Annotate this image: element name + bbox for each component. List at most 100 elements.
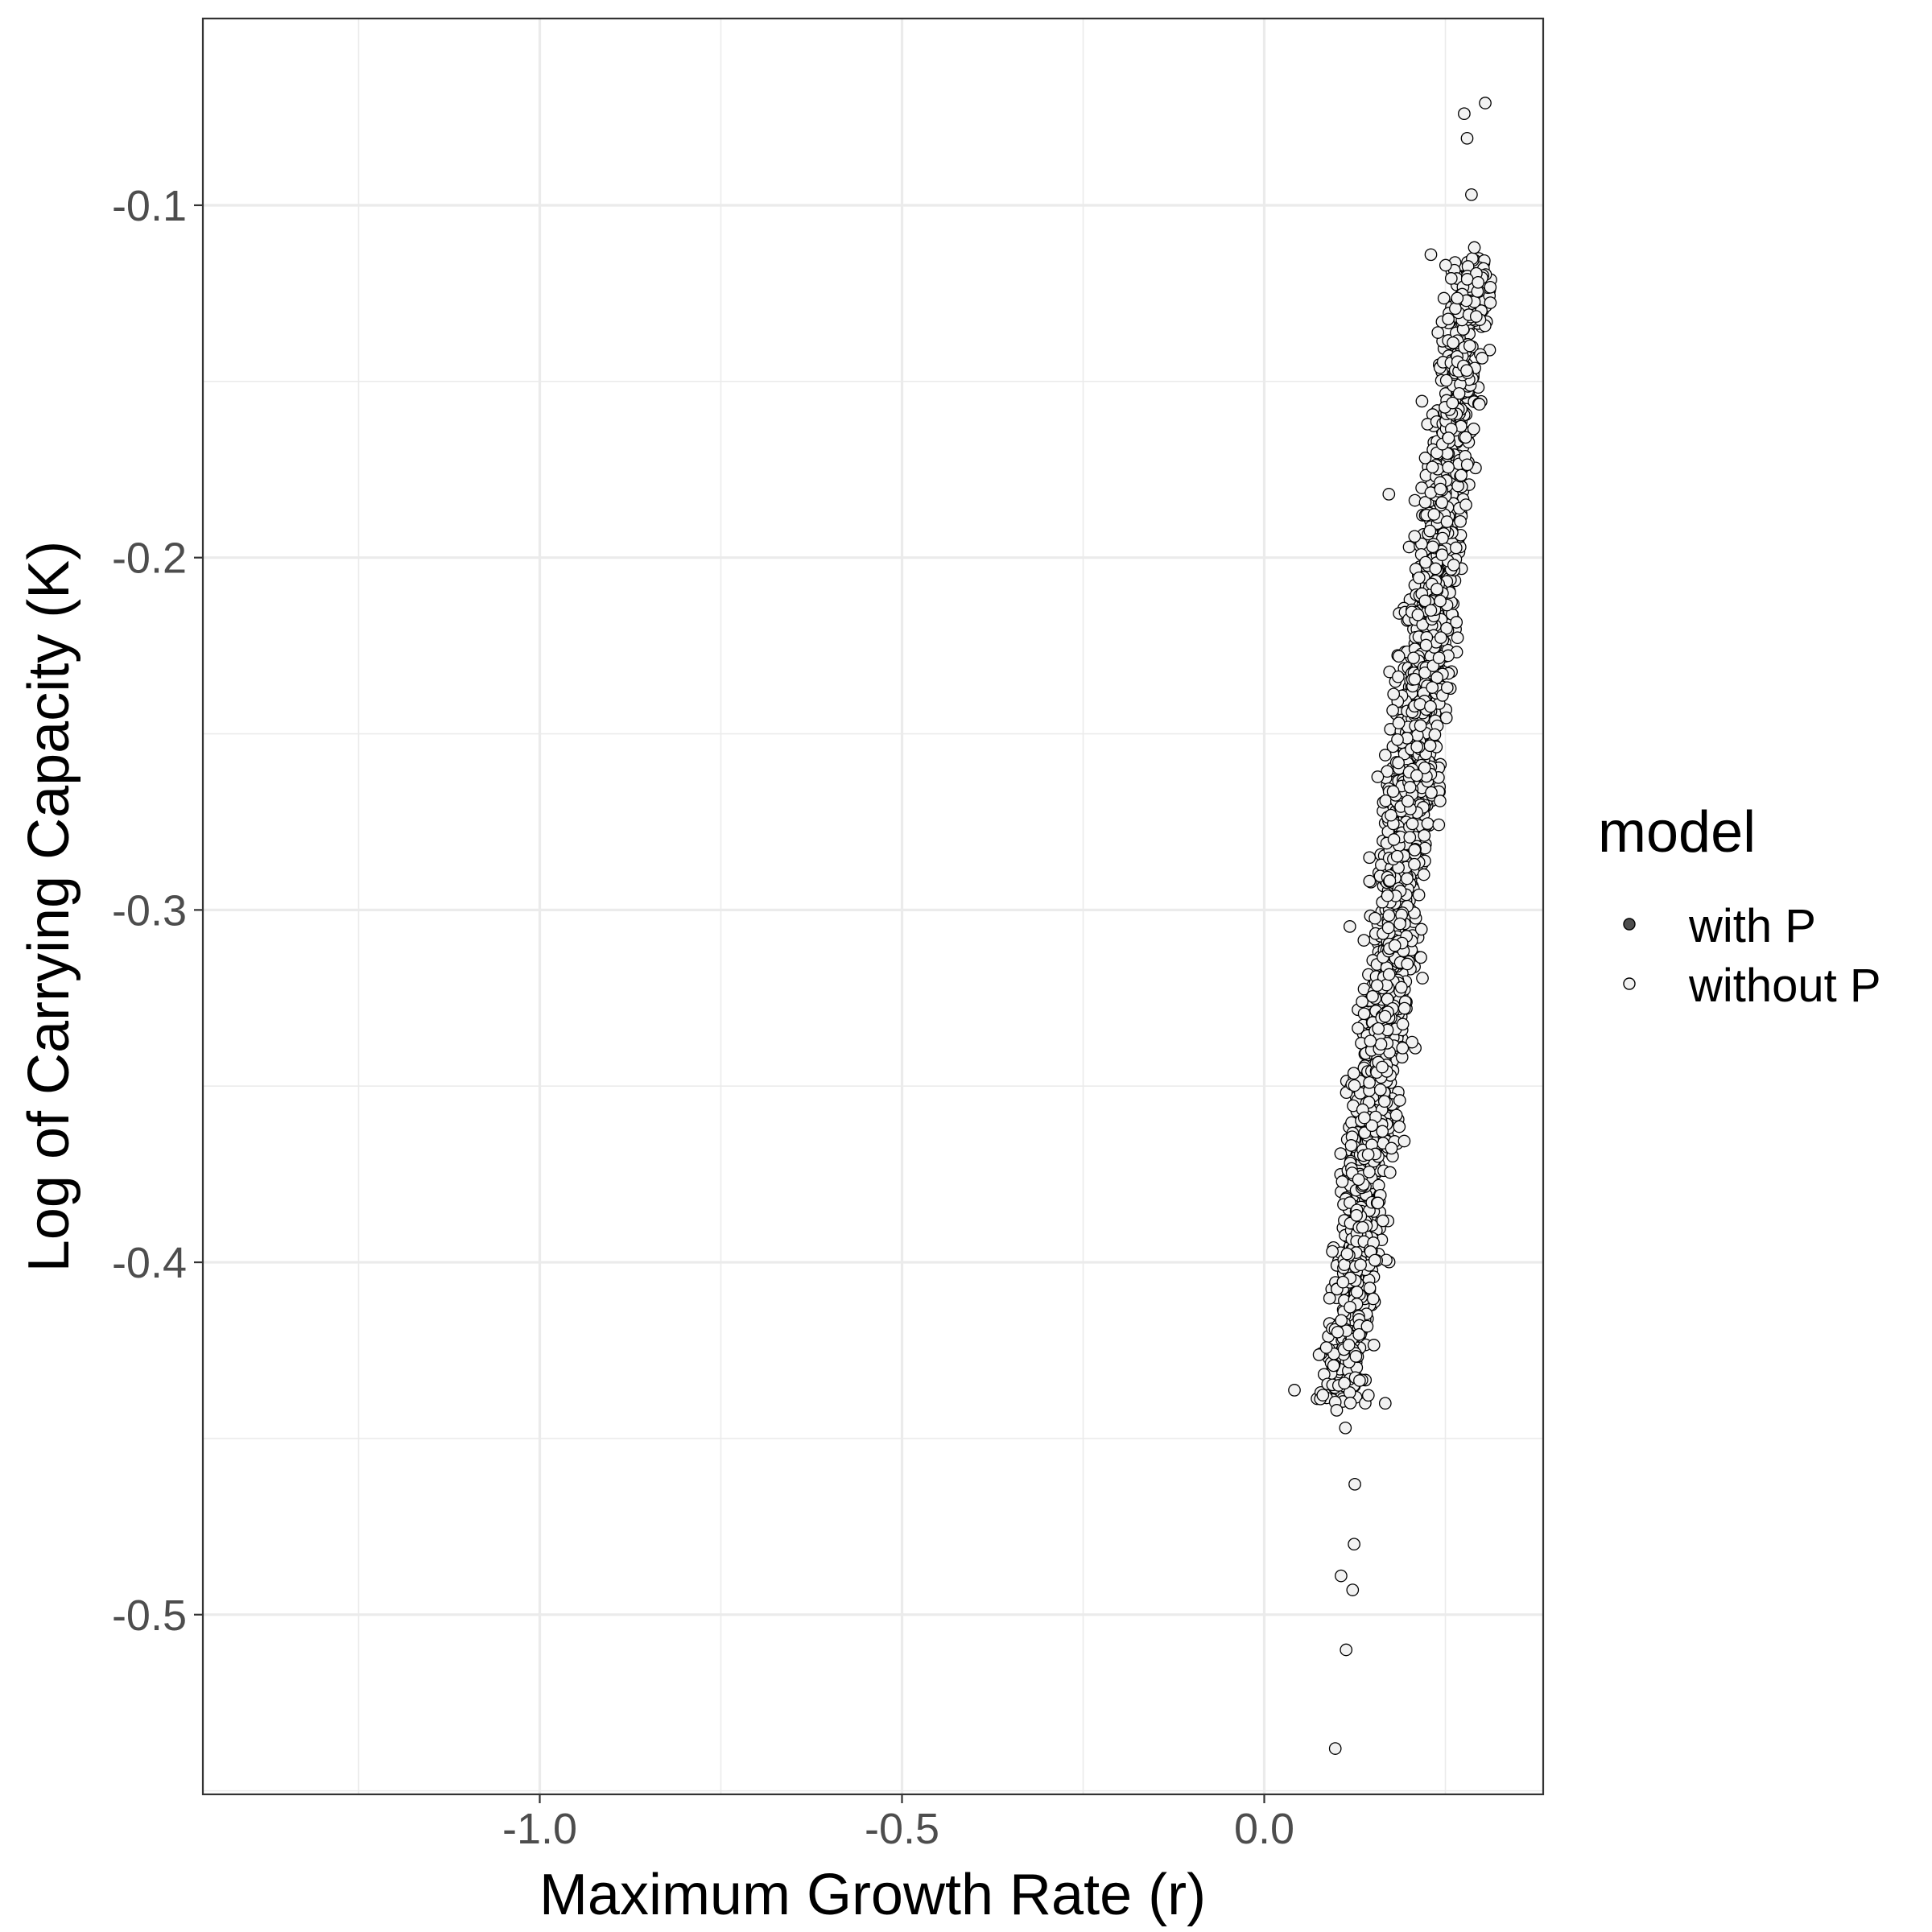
scatter-point xyxy=(1393,1120,1406,1133)
scatter-point xyxy=(1408,857,1421,871)
scatter-point xyxy=(1356,1220,1369,1234)
scatter-point xyxy=(1451,291,1464,305)
scatter-point xyxy=(1442,431,1455,444)
scatter-point xyxy=(1408,493,1422,507)
scatter-point xyxy=(1343,920,1356,933)
scatter-point xyxy=(1408,844,1422,857)
scatter-point xyxy=(1378,1009,1392,1023)
scatter-point xyxy=(1397,1134,1411,1148)
legend: model with P without P xyxy=(1598,800,1881,1012)
scatter-point xyxy=(1418,594,1432,608)
scatter-point xyxy=(1382,909,1396,923)
scatter-point xyxy=(1348,1079,1361,1092)
scatter-point xyxy=(1326,1245,1339,1258)
scatter-point xyxy=(1468,241,1481,254)
scatter-point xyxy=(1336,1275,1350,1289)
scatter-point xyxy=(1352,1173,1365,1187)
plot-border xyxy=(201,17,1545,1796)
scatter-point xyxy=(1357,1007,1371,1021)
scatter-point xyxy=(1467,422,1480,436)
axis-ticks: -1.0 -0.5 0.0 -0.5 -0.4 -0.3 -0.2 -0.1 xyxy=(112,182,1294,1853)
scatter-point xyxy=(1439,258,1452,272)
x-tick-label: 0.0 xyxy=(1234,1805,1294,1853)
y-axis-title: Log of Carrying Capacity (K) xyxy=(17,541,81,1272)
scatter-point xyxy=(1439,711,1453,724)
scatter-point xyxy=(1451,631,1464,645)
scatter-point xyxy=(1396,1018,1410,1031)
scatter-point xyxy=(1330,1404,1344,1417)
scatter-point xyxy=(1402,540,1416,554)
scatter-point xyxy=(1371,770,1385,783)
scatter-point xyxy=(1376,1214,1389,1228)
scatter-point xyxy=(1364,1034,1377,1048)
scatter-point xyxy=(1412,571,1426,584)
data-points xyxy=(1288,97,1497,1755)
scatter-point xyxy=(1411,608,1425,621)
legend-key-with-p xyxy=(1623,918,1636,931)
scatter-point xyxy=(1370,979,1384,993)
scatter-point xyxy=(1426,460,1439,474)
scatter-point xyxy=(1403,831,1417,844)
scatter-point xyxy=(1342,1338,1356,1352)
scatter-point xyxy=(1319,1341,1333,1354)
scatter-point xyxy=(1394,980,1408,994)
scatter-point xyxy=(1432,651,1446,665)
scatter-point xyxy=(1415,394,1429,408)
legend-key-without-p xyxy=(1623,977,1636,990)
scatter-point xyxy=(1417,868,1430,881)
scatter-point xyxy=(1335,1314,1348,1327)
scatter-point xyxy=(1331,1325,1344,1339)
scatter-point xyxy=(1484,280,1497,294)
scatter-point xyxy=(1316,1389,1330,1402)
scatter-point xyxy=(1344,1397,1357,1410)
scatter-point xyxy=(1439,374,1453,387)
scatter-point xyxy=(1387,687,1401,701)
scatter-point xyxy=(1347,1067,1360,1080)
scatter-point xyxy=(1427,508,1441,521)
scatter-point xyxy=(1455,469,1468,482)
scatter-point xyxy=(1435,496,1449,510)
scatter-point xyxy=(1328,1742,1342,1755)
scatter-point xyxy=(1392,650,1406,663)
scatter-point xyxy=(1392,756,1405,770)
scatter-point xyxy=(1350,1286,1364,1298)
scatter-point xyxy=(1418,829,1431,842)
scatter-point xyxy=(1421,817,1435,830)
scatter-point xyxy=(1435,548,1449,562)
scatter-point xyxy=(1454,514,1467,528)
scatter-point xyxy=(1383,1166,1397,1179)
scatter-point xyxy=(1446,396,1459,410)
scatter-point xyxy=(1350,1208,1363,1222)
scatter-point xyxy=(1354,1258,1367,1272)
scatter-point xyxy=(1327,1359,1340,1373)
scatter-point xyxy=(1335,1569,1348,1583)
scatter-point xyxy=(1352,1327,1366,1341)
scatter-point xyxy=(1429,562,1443,576)
scatter-point xyxy=(1418,496,1432,509)
scatter-point xyxy=(1414,923,1428,936)
scatter-point xyxy=(1432,818,1446,832)
scatter-point xyxy=(1352,1022,1364,1035)
scatter-point xyxy=(1353,1374,1366,1387)
x-tick-label: -1.0 xyxy=(502,1805,577,1853)
scatter-point xyxy=(1335,1175,1349,1188)
scatter-point xyxy=(1424,700,1437,713)
scatter-point xyxy=(1460,364,1473,378)
scatter-point xyxy=(1423,524,1437,538)
scatter-point xyxy=(1360,1319,1374,1333)
scatter-point xyxy=(1387,833,1401,846)
scatter-point xyxy=(1412,888,1426,902)
scatter-point xyxy=(1401,795,1414,808)
scatter-point xyxy=(1389,1108,1403,1122)
scatter-point xyxy=(1378,749,1392,762)
scatter-point xyxy=(1368,1253,1381,1267)
scatter-point xyxy=(1393,1094,1406,1107)
scatter-point xyxy=(1463,339,1476,353)
scatter-point xyxy=(1386,704,1399,717)
scatter-point xyxy=(1472,275,1484,289)
scatter-point xyxy=(1479,97,1492,109)
scatter-point xyxy=(1391,733,1404,746)
scatter-point xyxy=(1449,541,1463,555)
scatter-point xyxy=(1449,302,1462,316)
